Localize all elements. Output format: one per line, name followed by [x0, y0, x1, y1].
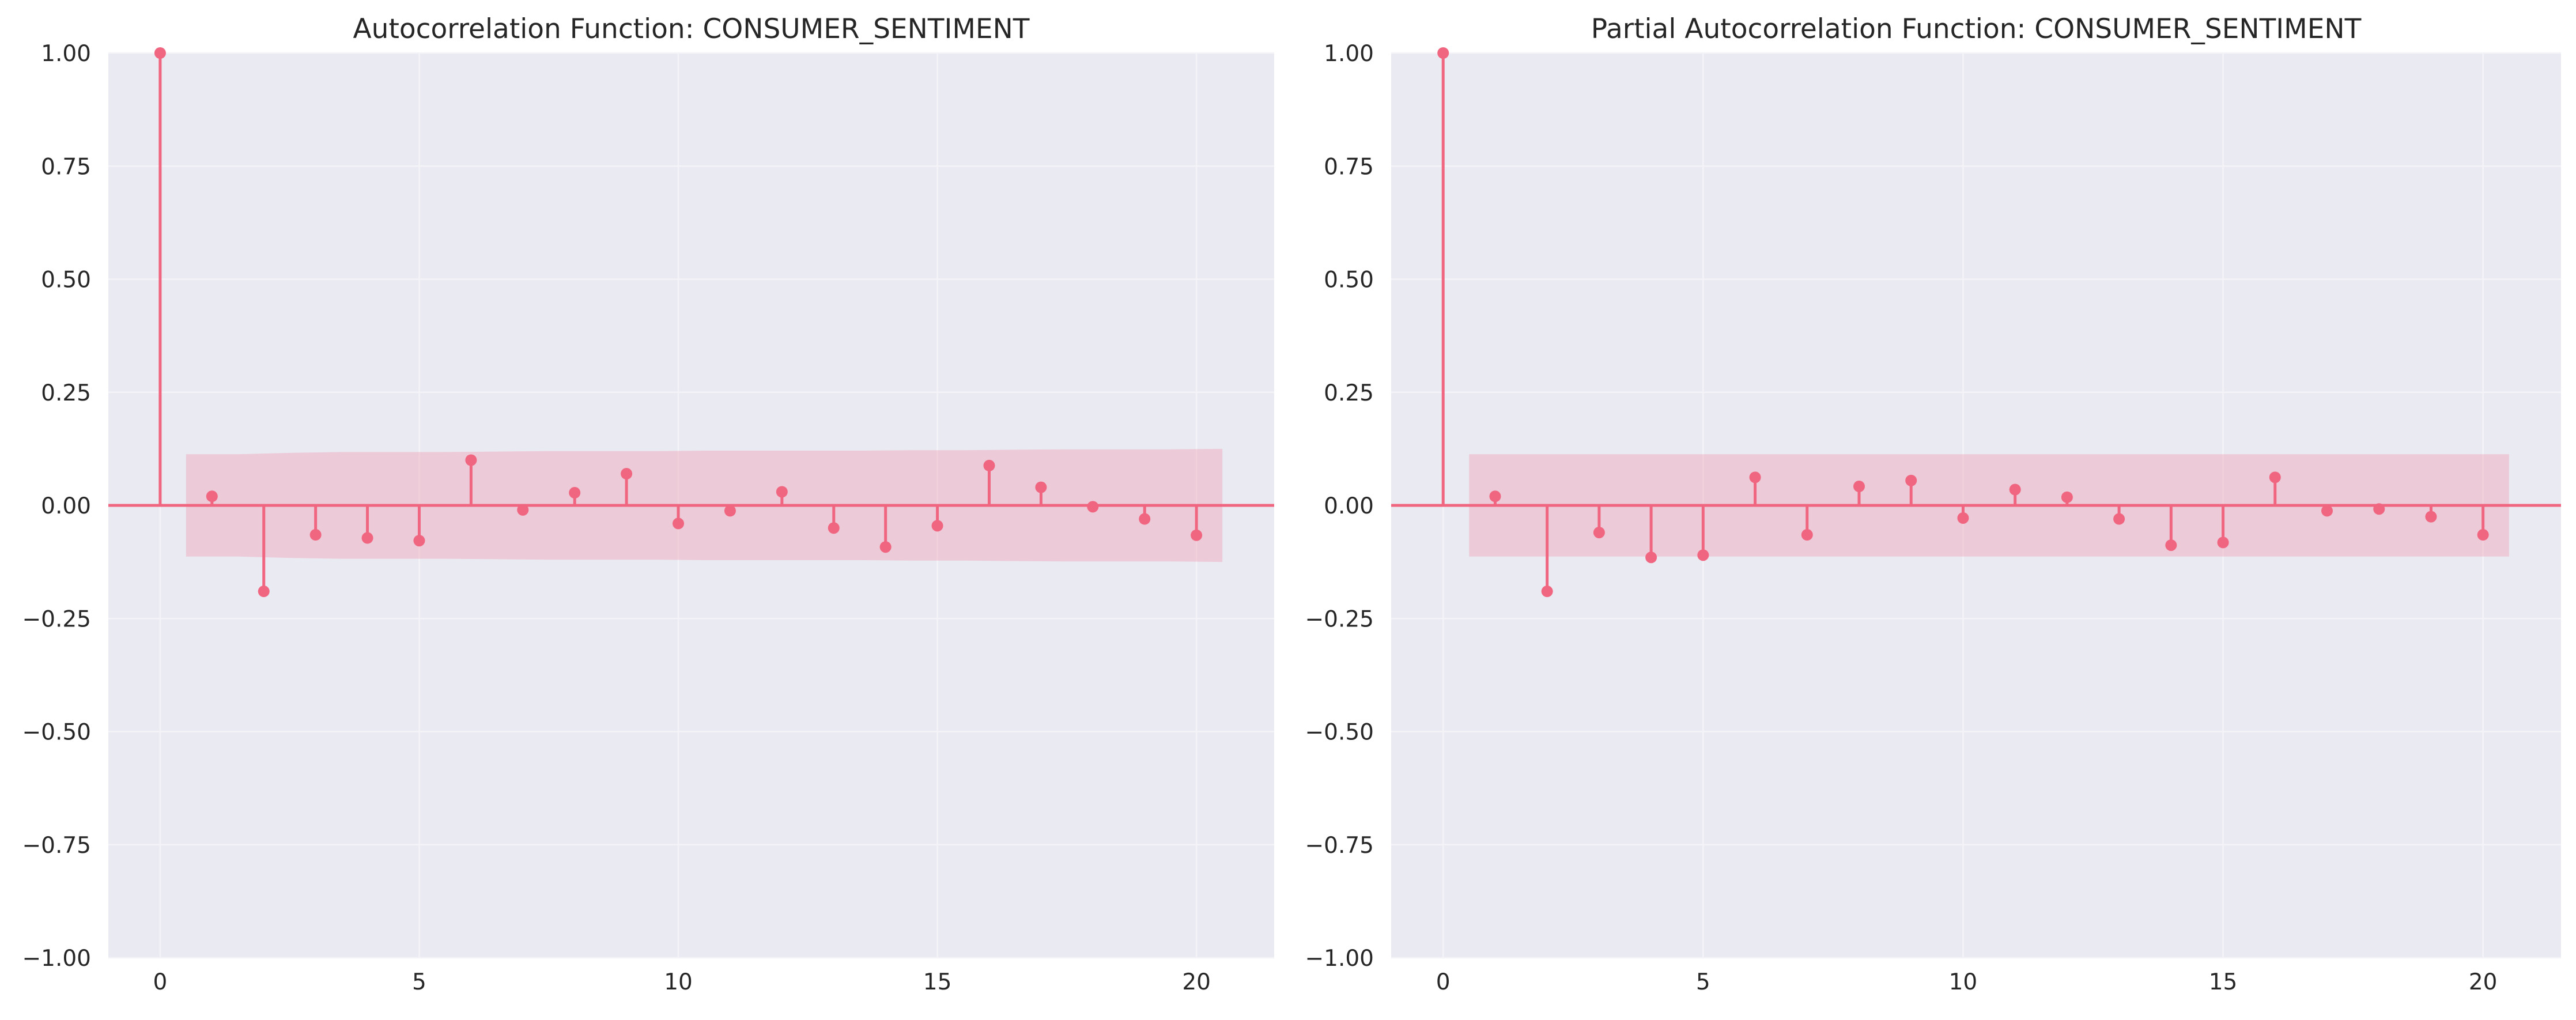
acf-marker-lag-4 [361, 532, 373, 544]
acf-marker-lag-11 [724, 505, 736, 517]
pacf-y-tick-label-1: 0.75 [1324, 154, 1374, 180]
acf-marker-lag-6 [465, 454, 477, 466]
acf-marker-lag-18 [1087, 501, 1099, 513]
pacf-marker-lag-2 [1541, 585, 1553, 598]
acf-x-tick-label-4: 20 [1182, 969, 1211, 995]
pacf-x-tick-label-3: 15 [2209, 969, 2238, 995]
pacf-marker-lag-14 [2165, 539, 2177, 551]
acf-x-tick-labels: 0 5 10 15 20 [153, 969, 1210, 995]
pacf-y-tick-label-3: 0.25 [1324, 380, 1374, 406]
pacf-marker-lag-3 [1593, 527, 1605, 539]
pacf-y-tick-label-5: −0.25 [1305, 606, 1374, 632]
pacf-x-tick-label-4: 20 [2469, 969, 2498, 995]
acf-panel: 0 5 10 15 20 1.00 0.75 0.50 0.25 0.00 −0.25 −0.50 −… [22, 13, 1274, 995]
acf-x-tick-label-0: 0 [153, 969, 167, 995]
acf-marker-lag-17 [1035, 481, 1047, 493]
acf-y-tick-label-7: −0.75 [22, 833, 91, 859]
acf-x-tick-label-2: 10 [664, 969, 693, 995]
pacf-y-tick-label-2: 0.50 [1324, 267, 1374, 293]
pacf-marker-lag-6 [1749, 471, 1761, 483]
acf-y-tick-labels: 1.00 0.75 0.50 0.25 0.00 −0.25 −0.50 −0.75 −1.00 [22, 41, 91, 972]
pacf-marker-lag-12 [2061, 491, 2073, 503]
pacf-marker-lag-1 [1489, 490, 1501, 503]
pacf-x-tick-label-0: 0 [1436, 969, 1451, 995]
acf-marker-lag-5 [413, 535, 425, 547]
acf-x-tick-label-1: 5 [412, 969, 426, 995]
acf-grid [108, 52, 1274, 959]
pacf-marker-lag-5 [1697, 549, 1709, 561]
acf-y-tick-label-3: 0.25 [41, 380, 91, 406]
acf-y-tick-label-0: 1.00 [41, 41, 91, 67]
pacf-marker-lag-18 [2373, 503, 2385, 515]
pacf-marker-lag-20 [2477, 529, 2489, 541]
acf-marker-lag-9 [621, 468, 633, 480]
pacf-x-tick-label-1: 5 [1696, 969, 1710, 995]
pacf-marker-lag-13 [2113, 513, 2125, 525]
acf-marker-lag-19 [1139, 513, 1151, 525]
acf-marker-lag-1 [206, 490, 218, 503]
acf-x-tick-label-3: 15 [923, 969, 952, 995]
pacf-x-tick-label-2: 10 [1949, 969, 1978, 995]
pacf-marker-lag-10 [1957, 512, 1969, 524]
pacf-marker-lag-9 [1905, 474, 1917, 486]
acf-marker-lag-20 [1191, 529, 1203, 541]
acf-marker-lag-3 [309, 529, 322, 541]
acf-marker-lag-14 [879, 541, 892, 553]
pacf-panel: 0 5 10 15 20 1.00 0.75 0.50 0.25 0.00 −0.25 −0.50 −… [1305, 13, 2561, 995]
acf-marker-lag-0 [154, 47, 166, 59]
pacf-y-tick-labels: 1.00 0.75 0.50 0.25 0.00 −0.25 −0.50 −0.75 −1.00 [1305, 41, 1374, 972]
pacf-chart-title: Partial Autocorrelation Function: CONSUM… [1591, 13, 2362, 45]
pacf-markers [1437, 47, 2489, 598]
pacf-marker-lag-19 [2425, 511, 2437, 523]
pacf-y-tick-label-4: 0.00 [1324, 493, 1374, 519]
acf-marker-lag-10 [673, 517, 685, 530]
pacf-marker-lag-0 [1437, 47, 1449, 59]
acf-marker-lag-8 [569, 487, 581, 499]
acf-marker-lag-7 [517, 504, 529, 516]
acf-y-tick-label-8: −1.00 [22, 946, 91, 972]
pacf-marker-lag-17 [2321, 505, 2333, 517]
pacf-y-tick-label-0: 1.00 [1324, 41, 1374, 67]
pacf-y-tick-label-7: −0.75 [1305, 833, 1374, 859]
pacf-marker-lag-16 [2269, 471, 2281, 483]
acf-marker-lag-13 [828, 522, 840, 534]
pacf-y-tick-label-6: −0.50 [1305, 720, 1374, 746]
acf-y-tick-label-2: 0.50 [41, 267, 91, 293]
acf-marker-lag-15 [931, 520, 943, 532]
pacf-marker-lag-15 [2217, 537, 2229, 549]
acf-marker-lag-12 [776, 486, 788, 498]
pacf-x-tick-labels: 0 5 10 15 20 [1436, 969, 2498, 995]
acf-marker-lag-16 [983, 459, 995, 471]
pacf-marker-lag-7 [1801, 529, 1813, 541]
acf-y-tick-label-5: −0.25 [22, 606, 91, 632]
acf-y-tick-label-6: −0.50 [22, 720, 91, 746]
acf-chart-title: Autocorrelation Function: CONSUMER_SENTI… [353, 13, 1030, 45]
acf-markers [154, 47, 1203, 598]
pacf-marker-lag-11 [2009, 483, 2021, 496]
acf-marker-lag-2 [258, 585, 270, 598]
acf-y-tick-label-1: 0.75 [41, 154, 91, 180]
pacf-marker-lag-4 [1645, 551, 1657, 564]
acf-y-tick-label-4: 0.00 [41, 493, 91, 519]
pacf-marker-lag-8 [1853, 481, 1865, 493]
pacf-y-tick-label-8: −1.00 [1305, 946, 1374, 972]
